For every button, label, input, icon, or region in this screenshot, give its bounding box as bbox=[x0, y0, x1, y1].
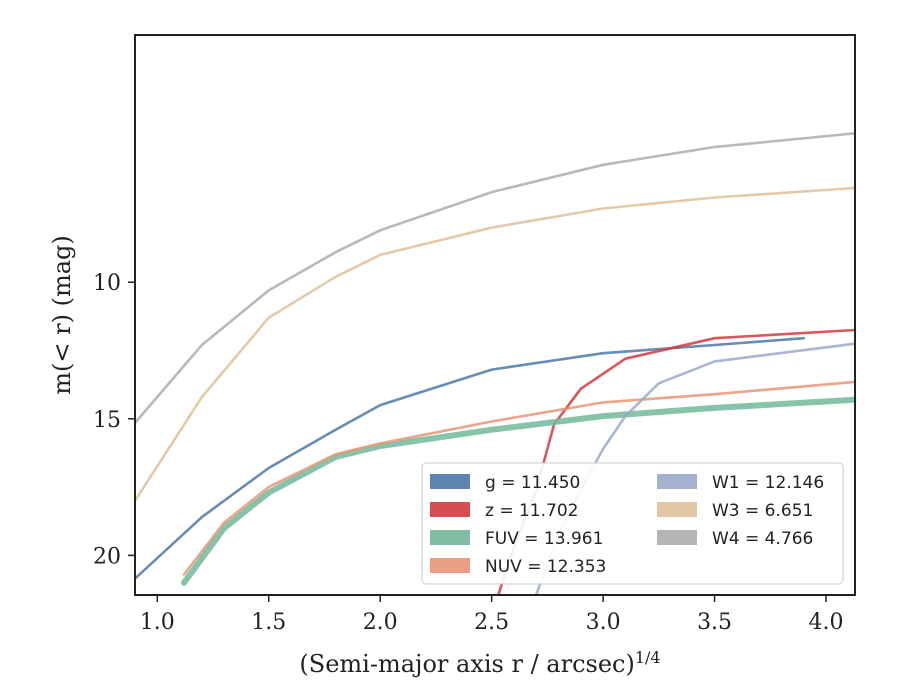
y-tick-label: 20 bbox=[93, 544, 121, 569]
x-tick-label: 1.0 bbox=[140, 610, 175, 635]
plot-frame bbox=[134, 34, 856, 596]
legend-swatch bbox=[430, 474, 470, 489]
series-line-5 bbox=[135, 186, 855, 503]
x-tick-label: 2.5 bbox=[474, 610, 509, 635]
y-axis: 10 15 20 bbox=[93, 271, 135, 569]
x-tick-label: 2.0 bbox=[363, 610, 398, 635]
legend-swatch bbox=[430, 530, 470, 545]
y-tick-label: 10 bbox=[93, 271, 121, 296]
series-line-3 bbox=[182, 380, 855, 576]
legend-label: g = 11.450 bbox=[485, 473, 580, 493]
legend-swatch bbox=[430, 558, 470, 573]
legend-swatch bbox=[430, 502, 470, 517]
legend: g = 11.450 z = 11.702 FUV = 13.961 NUV = 12… bbox=[421, 462, 844, 585]
x-axis: 1.0 1.5 2.0 2.5 3.0 3.5 4.0 bbox=[140, 595, 844, 635]
y-axis-label: m(< r) (mag) bbox=[48, 235, 76, 394]
legend-label: NUV = 12.353 bbox=[485, 557, 606, 577]
x-tick-label: 1.5 bbox=[251, 610, 286, 635]
legend-label: W4 = 4.766 bbox=[712, 529, 813, 549]
legend-label: FUV = 13.961 bbox=[485, 529, 603, 549]
legend-label: z = 11.702 bbox=[485, 501, 578, 521]
legend-label: W1 = 12.146 bbox=[712, 473, 824, 493]
legend-swatch bbox=[657, 530, 697, 545]
legend-label: W3 = 6.651 bbox=[712, 501, 813, 521]
x-tick-label: 3.5 bbox=[697, 610, 732, 635]
series-line-2 bbox=[181, 396, 855, 586]
x-tick-label: 3.0 bbox=[586, 610, 621, 635]
y-tick-label: 15 bbox=[93, 408, 121, 433]
series-line-6 bbox=[135, 132, 855, 425]
x-tick-label: 4.0 bbox=[809, 610, 844, 635]
legend-box bbox=[421, 462, 844, 585]
legend-swatch bbox=[657, 502, 697, 517]
x-axis-label: (Semi-major axis r / arcsec)1/4 bbox=[299, 648, 660, 678]
legend-swatch bbox=[657, 474, 697, 489]
